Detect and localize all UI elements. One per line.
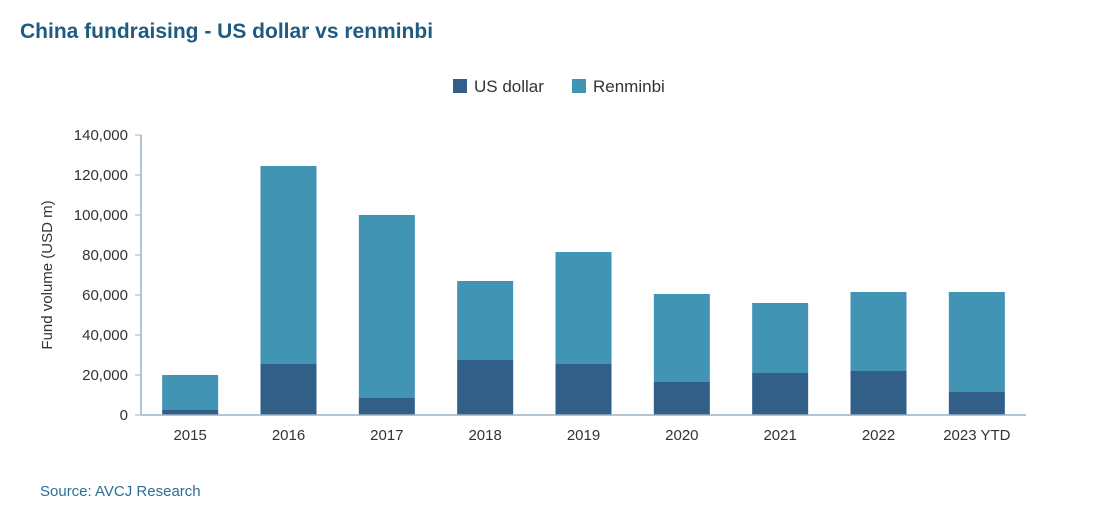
- bar-renminbi-2023-ytd: [948, 292, 1005, 392]
- bar-us-dollar-2019: [555, 364, 612, 415]
- y-tick-label: 40,000: [82, 327, 128, 344]
- y-tick-label: 80,000: [82, 247, 128, 264]
- y-tick-label: 60,000: [82, 287, 128, 304]
- x-tick-label: 2015: [173, 427, 206, 444]
- bar-us-dollar-2020: [653, 382, 710, 415]
- chart-title: China fundraising - US dollar vs renminb…: [20, 20, 434, 43]
- legend-label: US dollar: [474, 77, 544, 96]
- bars: [162, 166, 1005, 415]
- bar-us-dollar-2016: [260, 364, 317, 415]
- bar-renminbi-2021: [752, 303, 809, 373]
- x-tick-label: 2016: [272, 427, 305, 444]
- x-tick-label: 2019: [567, 427, 600, 444]
- x-tick-label: 2020: [665, 427, 698, 444]
- y-tick-label: 100,000: [74, 207, 128, 224]
- legend-swatch: [572, 79, 586, 93]
- bar-renminbi-2022: [850, 292, 907, 371]
- bar-us-dollar-2018: [457, 360, 514, 415]
- y-tick-label: 20,000: [82, 367, 128, 384]
- bar-renminbi-2016: [260, 166, 317, 364]
- bar-us-dollar-2017: [358, 398, 415, 415]
- y-axis-label: Fund volume (USD m): [39, 200, 56, 349]
- source-note: Source: AVCJ Research: [40, 483, 201, 500]
- x-tick-label: 2022: [862, 427, 895, 444]
- bar-renminbi-2017: [358, 215, 415, 398]
- bar-renminbi-2018: [457, 281, 514, 360]
- bar-renminbi-2020: [653, 294, 710, 382]
- y-tick-label: 140,000: [74, 127, 128, 144]
- x-tick-label: 2023 YTD: [943, 427, 1010, 444]
- x-tick-label: 2021: [763, 427, 796, 444]
- bar-us-dollar-2023-ytd: [948, 392, 1005, 415]
- x-tick-label: 2018: [468, 427, 501, 444]
- y-tick-label: 0: [120, 407, 128, 424]
- bar-us-dollar-2021: [752, 373, 809, 415]
- bar-renminbi-2019: [555, 252, 612, 364]
- bar-us-dollar-2022: [850, 371, 907, 415]
- bar-renminbi-2015: [162, 375, 219, 410]
- x-tick-label: 2017: [370, 427, 403, 444]
- legend-swatch: [453, 79, 467, 93]
- legend: US dollar Renminbi: [453, 77, 665, 96]
- legend-label: Renminbi: [593, 77, 665, 96]
- x-axis-ticks: 2015 2016 2017 2018 2019 2020 2021 2022 2023 YTD: [173, 427, 1010, 444]
- bar-us-dollar-2015: [162, 410, 219, 415]
- y-axis-ticks: 0 20,000 40,000 60,000 80,000 100,000 120,000 1…: [74, 127, 141, 424]
- y-tick-label: 120,000: [74, 167, 128, 184]
